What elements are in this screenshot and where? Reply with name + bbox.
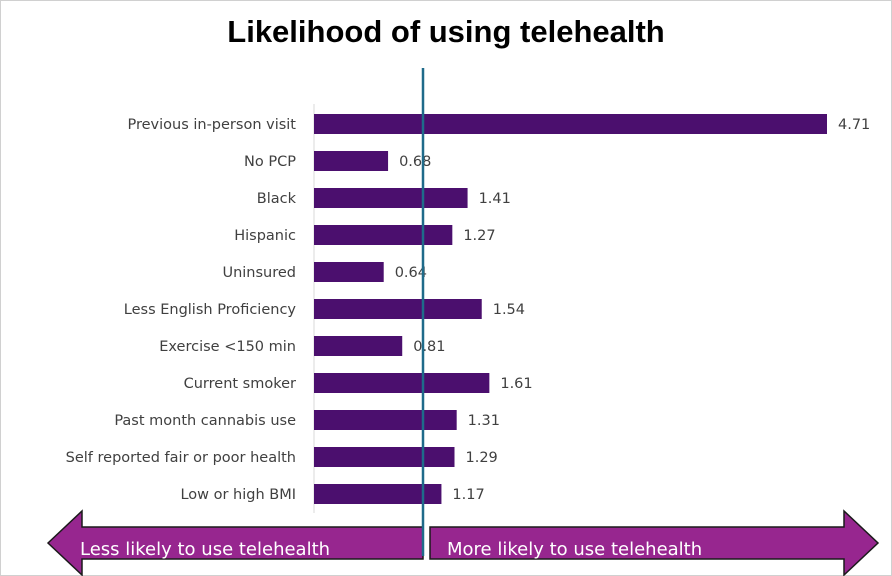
category-label-10: Low or high BMI <box>180 487 296 503</box>
category-label-2: Black <box>257 191 297 207</box>
direction-arrows <box>46 509 880 576</box>
value-label-10: 1.17 <box>452 487 484 503</box>
chart-title: Likelihood of using telehealth <box>227 14 665 49</box>
value-label-2: 1.41 <box>479 191 511 207</box>
category-label-9: Self reported fair or poor health <box>66 450 296 466</box>
category-label-4: Uninsured <box>222 265 296 281</box>
category-label-0: Previous in-person visit <box>127 117 296 133</box>
bar-9 <box>314 447 455 467</box>
bar-5 <box>314 299 482 319</box>
bar-4 <box>314 262 384 282</box>
bar-8 <box>314 410 457 430</box>
category-label-7: Current smoker <box>184 376 296 392</box>
value-label-9: 1.29 <box>466 450 498 466</box>
value-labels: 4.71 0.68 1.41 1.27 0.64 1.54 0.81 1.61 1.31 1.29… <box>395 117 871 503</box>
value-label-3: 1.27 <box>463 228 495 244</box>
bar-10 <box>314 484 442 504</box>
bar-2 <box>314 188 468 208</box>
bar-0 <box>314 114 827 134</box>
less-likely-arrow-label: Less likely to use telehealth <box>80 539 331 560</box>
bar-7 <box>314 373 490 393</box>
category-label-8: Past month cannabis use <box>114 413 296 429</box>
bar-group <box>314 114 827 504</box>
bar-6 <box>314 336 403 356</box>
bar-1 <box>314 151 389 171</box>
category-label-3: Hispanic <box>234 228 296 244</box>
more-likely-arrow <box>429 509 880 576</box>
category-label-6: Exercise <150 min <box>159 339 296 355</box>
value-label-4: 0.64 <box>395 265 427 281</box>
value-label-8: 1.31 <box>468 413 500 429</box>
value-label-0: 4.71 <box>838 117 870 133</box>
value-label-1: 0.68 <box>399 154 431 170</box>
category-label-5: Less English Proficiency <box>124 302 297 318</box>
value-label-5: 1.54 <box>493 302 525 318</box>
bar-3 <box>314 225 453 245</box>
category-label-1: No PCP <box>244 154 296 170</box>
value-label-7: 1.61 <box>500 376 532 392</box>
value-label-6: 0.81 <box>413 339 445 355</box>
category-labels: Previous in-person visit No PCP Black Hispa… <box>66 117 297 503</box>
more-likely-arrow-label: More likely to use telehealth <box>447 539 703 560</box>
